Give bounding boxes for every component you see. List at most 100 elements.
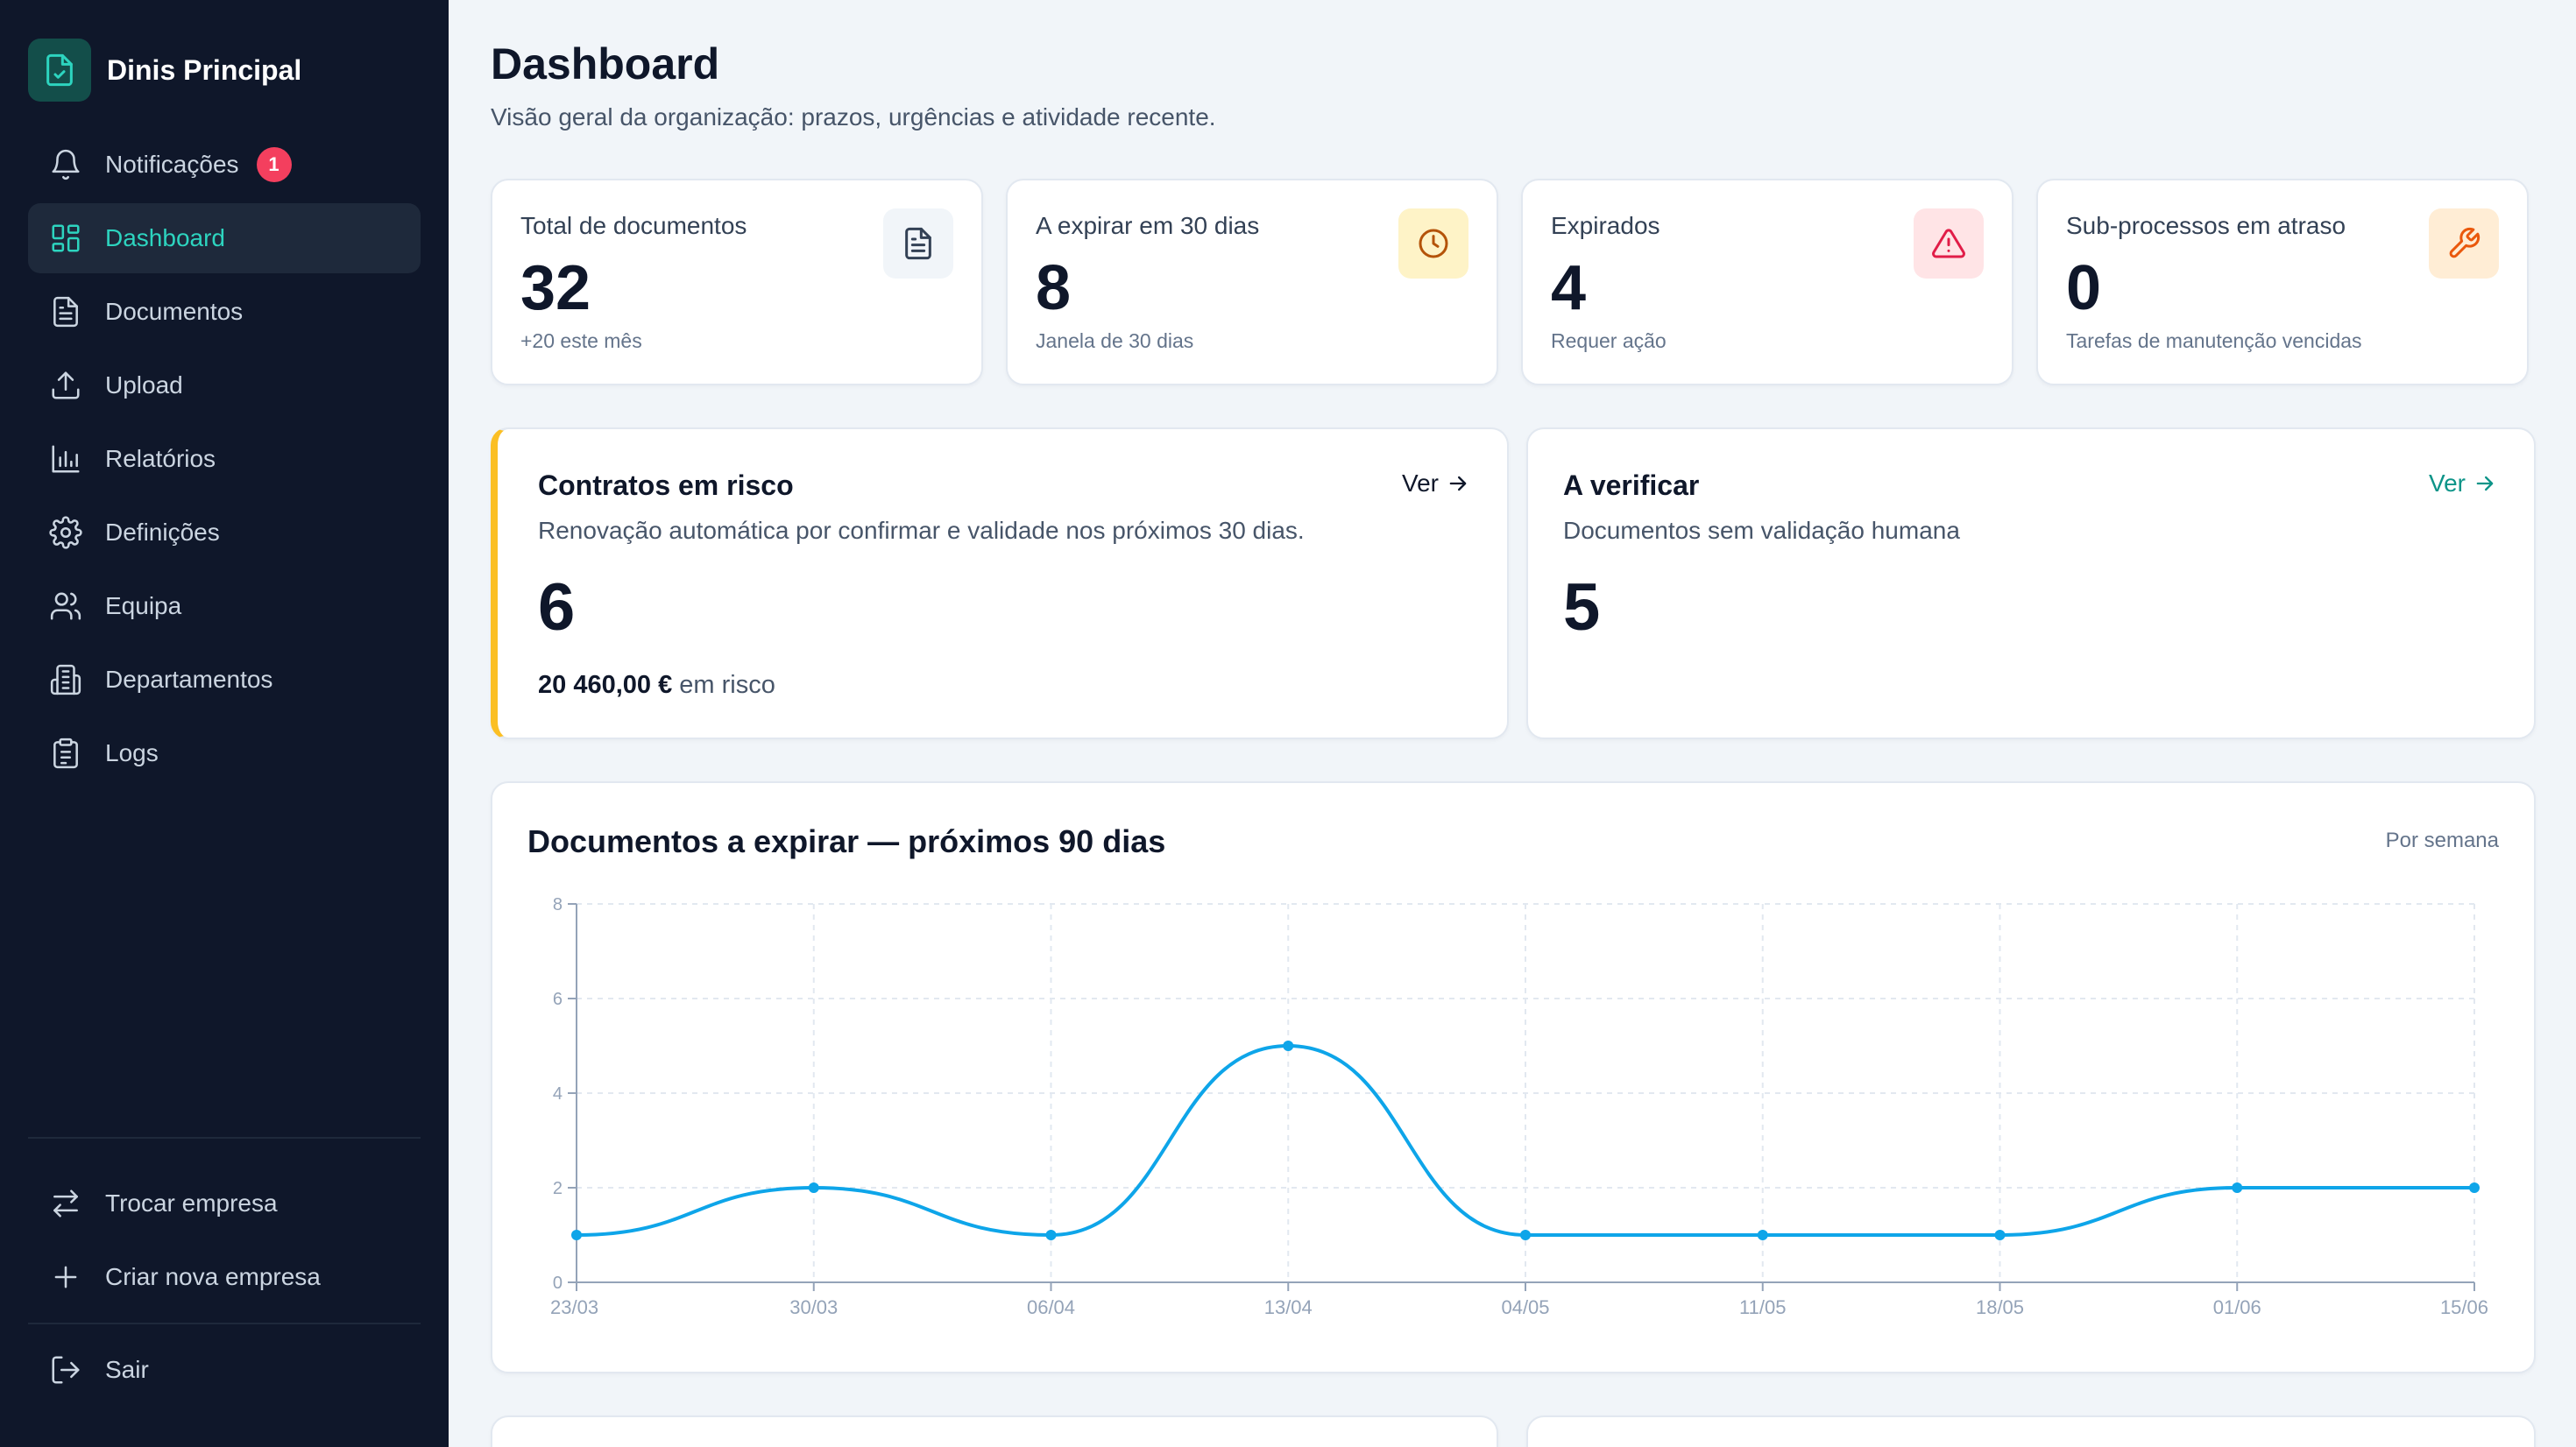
y-tick-label: 6 <box>553 990 563 1009</box>
arrow-right-icon <box>2476 476 2494 491</box>
amount-suffix: em risco <box>672 671 775 699</box>
warning-triangle-icon <box>1914 208 1984 279</box>
create-company-label: Criar nova empresa <box>105 1263 321 1290</box>
risk-amount: 20 460,00 € em risco <box>538 671 775 700</box>
card-description: Renovação automática por confirmar e val… <box>538 517 1305 544</box>
link-label: Ver <box>1401 469 1439 497</box>
x-tick-label: 04/05 <box>1501 1296 1549 1318</box>
company-brand[interactable]: Dinis Principal <box>28 39 301 102</box>
x-tick-label: 15/06 <box>2440 1296 2488 1318</box>
stat-card-total[interactable]: Total de documentos 32 +20 este mês <box>491 179 983 385</box>
nav-label: Documentos <box>105 298 244 325</box>
sidebar-divider <box>28 1323 421 1324</box>
y-tick-label: 4 <box>553 1084 563 1104</box>
nav-item-dashboard[interactable]: Dashboard <box>28 203 421 273</box>
stat-label: A expirar em 30 dias <box>1036 212 1260 239</box>
wrench-icon <box>2429 208 2499 279</box>
nav-item-relatorios[interactable]: Relatórios <box>28 424 421 494</box>
data-point <box>1520 1230 1531 1240</box>
nav-item-upload[interactable]: Upload <box>28 350 421 420</box>
data-point <box>1994 1230 2006 1240</box>
x-tick-label: 23/03 <box>550 1296 598 1318</box>
page-subtitle: Visão geral da organização: prazos, urgê… <box>491 103 1216 131</box>
logout-section: Sair <box>28 1335 421 1408</box>
logout-button[interactable]: Sair <box>28 1335 421 1405</box>
bell-icon <box>52 149 80 180</box>
stat-sub: Janela de 30 dias <box>1036 329 1194 352</box>
nav-label: Definições <box>105 519 220 546</box>
chart-period-label[interactable]: Por semana <box>2385 829 2499 852</box>
data-point <box>1045 1230 1057 1240</box>
stat-sub: Requer ação <box>1551 329 1667 352</box>
notification-badge: 1 <box>256 147 292 182</box>
stat-card-expiring[interactable]: A expirar em 30 dias 8 Janela de 30 dias <box>1006 179 1498 385</box>
plus-icon <box>54 1266 77 1288</box>
link-label: Ver <box>2428 469 2466 497</box>
nav-item-documentos[interactable]: Documentos <box>28 277 421 347</box>
card-value: 6 <box>538 570 576 645</box>
stat-value: 0 <box>2066 253 2102 323</box>
stat-label: Expirados <box>1551 212 1660 239</box>
main-content: Dashboard Visão geral da organização: pr… <box>449 0 2576 1447</box>
card-title: Contratos em risco <box>538 469 794 501</box>
x-tick-label: 13/04 <box>1264 1296 1313 1318</box>
create-company-button[interactable]: Criar nova empresa <box>28 1242 421 1312</box>
switch-company-button[interactable]: Trocar empresa <box>28 1168 421 1239</box>
page-title: Dashboard <box>491 39 720 88</box>
data-point <box>808 1182 819 1193</box>
gear-icon <box>49 516 82 549</box>
stat-card-expired[interactable]: Expirados 4 Requer ação <box>1521 179 2013 385</box>
users-icon <box>50 592 81 620</box>
stat-label: Total de documentos <box>520 212 747 239</box>
dashboard-grid-icon <box>52 224 80 252</box>
nav-item-notificacoes[interactable]: Notificações 1 <box>28 130 421 200</box>
nav-label: Relatórios <box>105 445 216 472</box>
expiring-documents-chart: 0 2 4 6 8 23/03 30/03 06/04 13/04 04/05 11/05 18/05… <box>550 895 2488 1318</box>
nav-item-logs[interactable]: Logs <box>28 718 421 788</box>
data-point <box>1283 1041 1294 1051</box>
bottom-card-right <box>1526 1415 2536 1447</box>
view-contracts-link[interactable]: Ver <box>1402 469 1470 498</box>
bottom-card-left <box>491 1415 1498 1447</box>
view-verify-link[interactable]: Ver <box>2429 469 2497 498</box>
clock-icon <box>1398 208 1468 279</box>
data-point <box>2232 1182 2243 1193</box>
document-icon <box>53 296 78 328</box>
y-tick-label: 0 <box>553 1274 563 1293</box>
sidebar: Dinis Principal Notificações 1 Dashboard… <box>0 0 449 1447</box>
stat-card-overdue[interactable]: Sub-processos em atraso 0 Tarefas de man… <box>2036 179 2529 385</box>
stat-sub: +20 este mês <box>520 329 642 352</box>
card-description: Documentos sem validação humana <box>1563 517 1960 544</box>
stat-label: Sub-processos em atraso <box>2066 212 2346 239</box>
y-tick-label: 8 <box>553 895 563 914</box>
document-icon <box>883 208 953 279</box>
x-tick-label: 30/03 <box>789 1296 838 1318</box>
nav-label: Departamentos <box>105 666 273 693</box>
company-name: Dinis Principal <box>107 53 302 86</box>
data-point <box>571 1230 582 1240</box>
nav-label: Logs <box>105 739 159 766</box>
bar-chart-icon <box>52 445 80 473</box>
card-title: A verificar <box>1563 469 1700 501</box>
upload-icon <box>52 371 80 399</box>
nav-label: Equipa <box>105 592 182 619</box>
swap-arrows-icon <box>53 1189 78 1218</box>
document-check-icon <box>28 39 91 102</box>
x-tick-label: 06/04 <box>1027 1296 1075 1318</box>
contracts-at-risk-card: Contratos em risco Renovação automática … <box>491 427 1509 739</box>
nav-label: Notificações <box>105 151 239 178</box>
x-tick-label: 11/05 <box>1739 1296 1786 1318</box>
x-tick-label: 01/06 <box>2213 1296 2261 1318</box>
amount-value: 20 460,00 € <box>538 671 673 699</box>
sidebar-divider <box>28 1137 421 1139</box>
nav-item-definicoes[interactable]: Definições <box>28 498 421 568</box>
nav-item-departamentos[interactable]: Departamentos <box>28 645 421 715</box>
data-point <box>2469 1182 2480 1193</box>
company-actions: Trocar empresa Criar nova empresa <box>28 1168 421 1316</box>
stat-value: 8 <box>1036 253 1072 323</box>
stat-sub: Tarefas de manutenção vencidas <box>2066 329 2362 352</box>
main-nav: Notificações 1 Dashboard Documentos Uplo… <box>28 130 421 792</box>
card-value: 5 <box>1563 570 1601 645</box>
nav-item-equipa[interactable]: Equipa <box>28 571 421 641</box>
series-line <box>576 1043 2474 1238</box>
